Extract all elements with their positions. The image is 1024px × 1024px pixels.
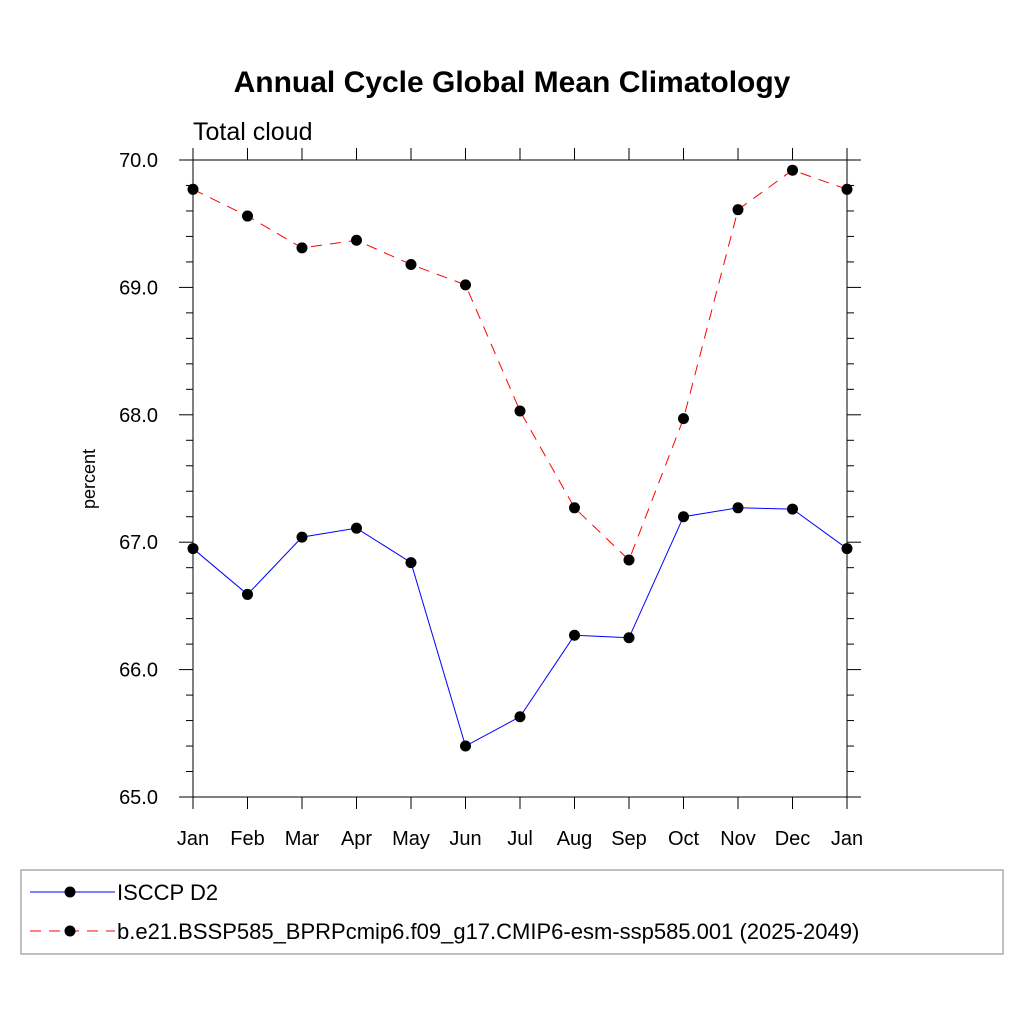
data-point-series-1	[514, 405, 526, 417]
x-tick-label: Jan	[177, 828, 209, 850]
data-point-series-1	[623, 554, 635, 566]
x-tick-label: Aug	[557, 828, 593, 850]
data-point-series-0	[460, 740, 471, 752]
data-point-series-0	[787, 503, 798, 515]
data-point-series-0	[296, 531, 308, 543]
data-point-series-1	[678, 413, 689, 425]
x-tick-label: Dec	[775, 828, 811, 850]
data-point-series-0	[732, 502, 744, 514]
y-tick-label: 70.0	[119, 150, 158, 172]
legend-box	[20, 869, 1004, 955]
data-point-series-0	[514, 711, 526, 723]
x-tick-label: Feb	[230, 828, 264, 850]
axis-ticks	[179, 148, 861, 809]
data-point-series-1	[296, 242, 308, 254]
series-layer	[187, 164, 853, 752]
legend-label-model: b.e21.BSSP585_BPRPcmip6.f09_g17.CMIP6-es…	[117, 919, 859, 944]
legend-marker-model	[64, 925, 76, 937]
data-point-series-0	[187, 543, 199, 555]
x-tick-label: Jun	[449, 828, 481, 850]
legend-marker-isccp	[64, 886, 76, 898]
data-point-series-0	[569, 629, 580, 641]
plot-border	[192, 159, 848, 798]
legend: ISCCP D2 b.e21.BSSP585_BPRPcmip6.f09_g17…	[20, 869, 1004, 955]
data-point-series-1	[569, 502, 580, 514]
series-line-0	[192, 507, 848, 747]
y-tick-label: 66.0	[119, 660, 158, 682]
data-point-series-0	[841, 543, 853, 555]
series-line-1	[192, 169, 848, 561]
y-tick-label: 67.0	[119, 532, 158, 554]
x-tick-labels: Jan Feb Mar Apr May Jun Jul Aug Sep Oct Nov Dec Jan	[177, 828, 863, 850]
x-tick-label: Mar	[285, 828, 320, 850]
data-point-series-1	[351, 234, 362, 246]
chart-title: Annual Cycle Global Mean Climatology	[234, 66, 791, 99]
chart-subtitle: Total cloud	[193, 118, 313, 146]
data-point-series-0	[405, 557, 417, 569]
x-tick-label: Jul	[507, 828, 533, 850]
data-point-series-1	[841, 183, 853, 195]
x-tick-label: Apr	[341, 828, 372, 850]
y-tick-labels: 65.0 66.0 67.0 68.0 69.0 70.0	[119, 150, 158, 809]
x-tick-label: Jan	[831, 828, 863, 850]
data-point-series-1	[460, 279, 471, 291]
x-tick-label: Oct	[668, 828, 700, 850]
y-tick-label: 65.0	[119, 787, 158, 809]
data-point-series-1	[787, 164, 798, 176]
data-point-series-0	[242, 588, 253, 600]
data-point-series-1	[405, 258, 417, 270]
data-point-series-0	[623, 632, 635, 644]
legend-label-isccp: ISCCP D2	[117, 880, 218, 905]
data-point-series-1	[242, 210, 253, 222]
data-point-series-0	[351, 522, 362, 534]
y-tick-label: 69.0	[119, 277, 158, 299]
x-tick-label: Nov	[720, 828, 756, 850]
x-tick-label: Sep	[611, 828, 647, 850]
plot-frame	[192, 159, 848, 798]
x-tick-label: May	[392, 828, 430, 850]
y-tick-label: 68.0	[119, 405, 158, 427]
y-axis-label: percent	[79, 449, 99, 509]
data-point-series-1	[187, 183, 199, 195]
data-point-series-1	[732, 204, 744, 216]
data-point-series-0	[678, 511, 689, 523]
